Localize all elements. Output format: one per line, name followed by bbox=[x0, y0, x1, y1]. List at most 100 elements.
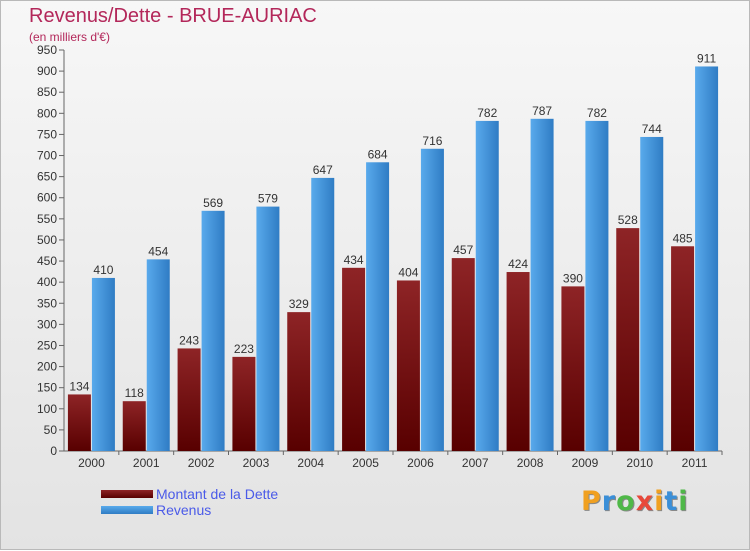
data-label-dette: 485 bbox=[673, 231, 693, 245]
bar-dette bbox=[177, 348, 201, 451]
logo-letter: o bbox=[616, 486, 636, 517]
data-label-dette: 457 bbox=[453, 243, 473, 257]
bar-revenus bbox=[530, 118, 554, 451]
data-label-revenus: 579 bbox=[258, 192, 278, 206]
bar-dette bbox=[616, 228, 640, 451]
data-label-revenus: 782 bbox=[587, 106, 607, 120]
data-label-dette: 390 bbox=[563, 271, 583, 285]
data-label-revenus: 787 bbox=[532, 104, 552, 118]
chart-title: Revenus/Dette - BRUE-AURIAC bbox=[29, 5, 317, 27]
legend-item-revenus: Revenus bbox=[101, 502, 361, 519]
y-tick-label: 900 bbox=[37, 64, 57, 78]
data-label-dette: 404 bbox=[398, 265, 418, 279]
bars-group bbox=[67, 66, 719, 452]
data-label-revenus: 782 bbox=[477, 106, 497, 120]
bar-dette bbox=[232, 356, 256, 451]
y-tick-label: 500 bbox=[37, 233, 57, 247]
bar-dette bbox=[451, 258, 475, 451]
y-tick-label: 150 bbox=[37, 381, 57, 395]
bar-revenus bbox=[695, 66, 719, 452]
bar-dette bbox=[396, 280, 420, 451]
x-tick-label: 2000 bbox=[78, 456, 105, 470]
bar-dette bbox=[671, 246, 695, 451]
logo-letter: r bbox=[601, 486, 617, 517]
bar-revenus bbox=[475, 120, 499, 451]
data-label-dette: 329 bbox=[289, 297, 309, 311]
y-tick-label: 850 bbox=[37, 85, 57, 99]
data-label-dette: 223 bbox=[234, 342, 254, 356]
y-tick-label: 750 bbox=[37, 127, 57, 141]
logo-letter: i bbox=[654, 486, 665, 517]
legend-item-dette: Montant de la Dette bbox=[101, 486, 361, 503]
bar-dette bbox=[67, 394, 91, 451]
y-tick-label: 700 bbox=[37, 149, 57, 163]
y-tick-label: 450 bbox=[37, 254, 57, 268]
data-label-revenus: 410 bbox=[93, 263, 113, 277]
x-tick-label: 2007 bbox=[462, 456, 489, 470]
legend-label-dette: Montant de la Dette bbox=[156, 486, 279, 502]
legend-swatch-dette bbox=[101, 490, 153, 498]
y-tick-label: 350 bbox=[37, 296, 57, 310]
bar-dette bbox=[561, 286, 585, 451]
bar-revenus bbox=[91, 277, 115, 451]
y-tick-label: 50 bbox=[44, 423, 58, 437]
logo-letter: x bbox=[635, 486, 655, 517]
data-label-dette: 243 bbox=[179, 333, 199, 347]
data-label-dette: 434 bbox=[344, 253, 364, 267]
data-label-revenus: 684 bbox=[368, 147, 388, 161]
x-tick-label: 2008 bbox=[517, 456, 544, 470]
y-tick-label: 400 bbox=[37, 275, 57, 289]
data-label-dette: 134 bbox=[69, 379, 89, 393]
bar-revenus bbox=[585, 120, 609, 451]
logo-letter: t bbox=[664, 486, 679, 517]
x-tick-label: 2002 bbox=[188, 456, 215, 470]
bar-revenus bbox=[311, 177, 335, 451]
bar-revenus bbox=[420, 148, 444, 451]
x-tick-label: 2006 bbox=[407, 456, 434, 470]
logo-letter: i bbox=[678, 486, 689, 517]
bar-revenus bbox=[201, 210, 225, 451]
data-label-dette: 424 bbox=[508, 257, 528, 271]
legend: Montant de la Dette Revenus bbox=[101, 486, 361, 519]
data-label-revenus: 716 bbox=[422, 134, 442, 148]
x-tick-label: 2003 bbox=[243, 456, 270, 470]
data-label-revenus: 911 bbox=[697, 51, 716, 65]
data-label-dette: 118 bbox=[125, 386, 144, 400]
bar-dette bbox=[342, 267, 366, 451]
bar-revenus bbox=[366, 162, 390, 451]
data-label-revenus: 647 bbox=[313, 163, 333, 177]
logo-letter: P bbox=[581, 486, 602, 517]
bar-dette bbox=[506, 272, 530, 451]
chart-subtitle: (en milliers d'€) bbox=[29, 30, 110, 44]
bar-revenus bbox=[146, 259, 170, 451]
legend-label-revenus: Revenus bbox=[156, 502, 212, 518]
y-tick-label: 0 bbox=[50, 444, 57, 458]
y-tick-label: 300 bbox=[37, 317, 57, 331]
bar-revenus bbox=[640, 136, 664, 452]
y-tick-label: 800 bbox=[37, 106, 57, 120]
y-tick-label: 550 bbox=[37, 212, 57, 226]
bar-dette bbox=[287, 312, 311, 451]
x-tick-label: 2005 bbox=[352, 456, 379, 470]
x-tick-label: 2001 bbox=[133, 456, 160, 470]
x-tick-label: 2011 bbox=[682, 456, 708, 470]
data-label-revenus: 744 bbox=[642, 122, 662, 136]
axes-group: 0 50 100 150 200 250 300 350 400 450 500 550 600 650 7… bbox=[37, 43, 723, 470]
y-tick-label: 600 bbox=[37, 191, 57, 205]
data-label-revenus: 454 bbox=[148, 244, 168, 258]
data-label-dette: 528 bbox=[618, 213, 638, 227]
y-tick-label: 100 bbox=[37, 402, 57, 416]
bar-dette bbox=[122, 401, 146, 451]
y-tick-label: 200 bbox=[37, 360, 57, 374]
x-tick-label: 2004 bbox=[297, 456, 324, 470]
bar-revenus bbox=[256, 206, 280, 451]
legend-swatch-revenus bbox=[101, 506, 153, 514]
y-tick-label: 250 bbox=[37, 338, 57, 352]
y-tick-label: 650 bbox=[37, 170, 57, 184]
proxiti-logo: Proxiti bbox=[581, 486, 689, 517]
x-tick-label: 2010 bbox=[626, 456, 653, 470]
y-tick-label: 950 bbox=[37, 43, 57, 57]
x-tick-label: 2009 bbox=[572, 456, 599, 470]
